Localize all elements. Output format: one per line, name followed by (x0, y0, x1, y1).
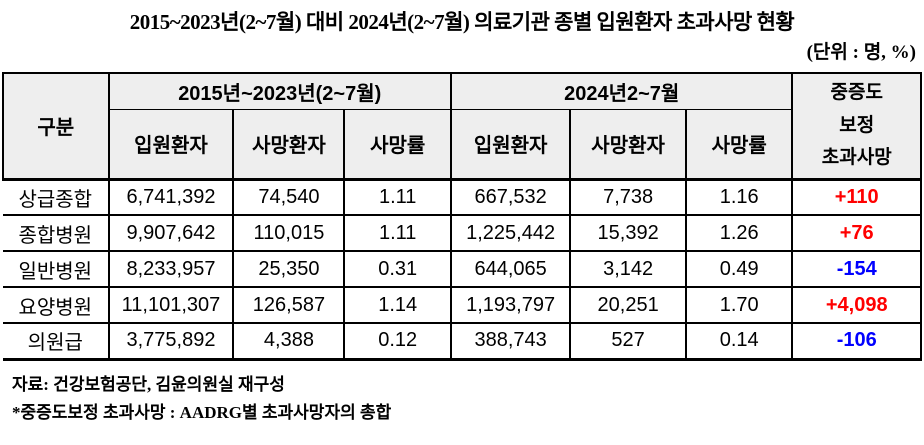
cell-inpatients-p2: 644,065 (449, 250, 572, 288)
cell-rate-p1: 1.11 (343, 178, 452, 216)
cell-rate-p1: 1.14 (343, 286, 452, 324)
definition-note: *중증도보정 초과사망 : AADRG별 초과사망자의 총합 (12, 402, 392, 422)
row-label: 종합병원 (3, 214, 110, 252)
source-note: 자료: 건강보험공단, 김윤의원실 재구성 (12, 374, 285, 394)
header-inpatients-2: 입원환자 (449, 108, 572, 181)
cell-rate-p1: 0.12 (343, 322, 452, 361)
cell-deaths-p2: 20,251 (569, 286, 687, 324)
cell-rate-p2: 1.70 (684, 286, 794, 324)
cell-excess-death: +4,098 (791, 286, 922, 324)
cell-excess-death: -154 (791, 250, 922, 288)
table-row-regular-hospital: 일반병원 8,233,957 25,350 0.31 644,065 3,142… (3, 250, 922, 288)
cell-rate-p2: 1.26 (684, 214, 794, 252)
table-header: 구분 2015년~2023년(2~7월) 2024년2~7월 중증도 보정 초과… (2, 72, 922, 181)
cell-excess-death: +76 (791, 214, 922, 252)
cell-excess-death: -106 (791, 322, 922, 361)
document-page: 2015~2023년(2~7월) 대비 2024년(2~7월) 의료기관 종별 … (2, 10, 922, 427)
cell-rate-p1: 0.31 (343, 250, 452, 288)
cell-inpatients-p1: 6,741,392 (107, 178, 235, 216)
page-title: 2015~2023년(2~7월) 대비 2024년(2~7월) 의료기관 종별 … (129, 10, 795, 34)
header-severity-adjusted-excess-death: 중증도 보정 초과사망 (791, 72, 922, 181)
header-deaths-2: 사망환자 (569, 108, 687, 181)
unit-note: (단위 : 명, %) (806, 42, 916, 63)
header-category: 구분 (2, 72, 110, 181)
footer-notes: 자료: 건강보험공단, 김윤의원실 재구성 *중증도보정 초과사망 : AADR… (12, 371, 922, 427)
table-row-tertiary-general: 상급종합 6,741,392 74,540 1.11 667,532 7,738… (3, 178, 922, 216)
table-body: 상급종합 6,741,392 74,540 1.11 667,532 7,738… (3, 178, 922, 361)
cell-deaths-p1: 126,587 (232, 286, 346, 324)
cell-inpatients-p1: 8,233,957 (107, 250, 235, 288)
row-label: 일반병원 (3, 250, 110, 288)
cell-deaths-p1: 25,350 (232, 250, 346, 288)
cell-deaths-p2: 3,142 (569, 250, 687, 288)
cell-rate-p1: 1.11 (343, 214, 452, 252)
header-death-rate-2: 사망률 (684, 108, 794, 181)
cell-rate-p2: 0.14 (684, 322, 794, 361)
cell-excess-death: +110 (791, 178, 922, 216)
cell-inpatients-p2: 667,532 (449, 178, 572, 216)
cell-deaths-p1: 4,388 (232, 322, 346, 361)
cell-inpatients-p1: 3,775,892 (107, 322, 235, 361)
header-period-2024: 2024년2~7월 (449, 72, 794, 110)
cell-inpatients-p2: 1,225,442 (449, 214, 572, 252)
cell-deaths-p2: 527 (569, 322, 687, 361)
table-row-clinic-level: 의원급 3,775,892 4,388 0.12 388,743 527 0.1… (3, 322, 922, 361)
row-label: 상급종합 (3, 178, 110, 216)
cell-deaths-p1: 110,015 (232, 214, 346, 252)
cell-deaths-p1: 74,540 (232, 178, 346, 216)
row-label: 의원급 (3, 322, 110, 361)
header-deaths-1: 사망환자 (232, 108, 346, 181)
cell-deaths-p2: 15,392 (569, 214, 687, 252)
table-row-nursing-hospital: 요양병원 11,101,307 126,587 1.14 1,193,797 2… (3, 286, 922, 324)
header-row-groups: 구분 2015년~2023년(2~7월) 2024년2~7월 중증도 보정 초과… (2, 72, 922, 181)
cell-inpatients-p1: 11,101,307 (107, 286, 235, 324)
header-death-rate-1: 사망률 (343, 108, 452, 181)
excess-mortality-table: 구분 2015년~2023년(2~7월) 2024년2~7월 중증도 보정 초과… (2, 72, 922, 361)
cell-rate-p2: 1.16 (684, 178, 794, 216)
cell-deaths-p2: 7,738 (569, 178, 687, 216)
header-inpatients-1: 입원환자 (107, 108, 235, 181)
cell-inpatients-p2: 1,193,797 (449, 286, 572, 324)
row-label: 요양병원 (3, 286, 110, 324)
header-period-2015-2023: 2015년~2023년(2~7월) (107, 72, 452, 110)
cell-inpatients-p1: 9,907,642 (107, 214, 235, 252)
cell-rate-p2: 0.49 (684, 250, 794, 288)
cell-inpatients-p2: 388,743 (449, 322, 572, 361)
header-row-subcolumns: 입원환자 사망환자 사망률 입원환자 사망환자 사망률 (3, 108, 921, 181)
table-row-general-hospital: 종합병원 9,907,642 110,015 1.11 1,225,442 15… (3, 214, 922, 252)
